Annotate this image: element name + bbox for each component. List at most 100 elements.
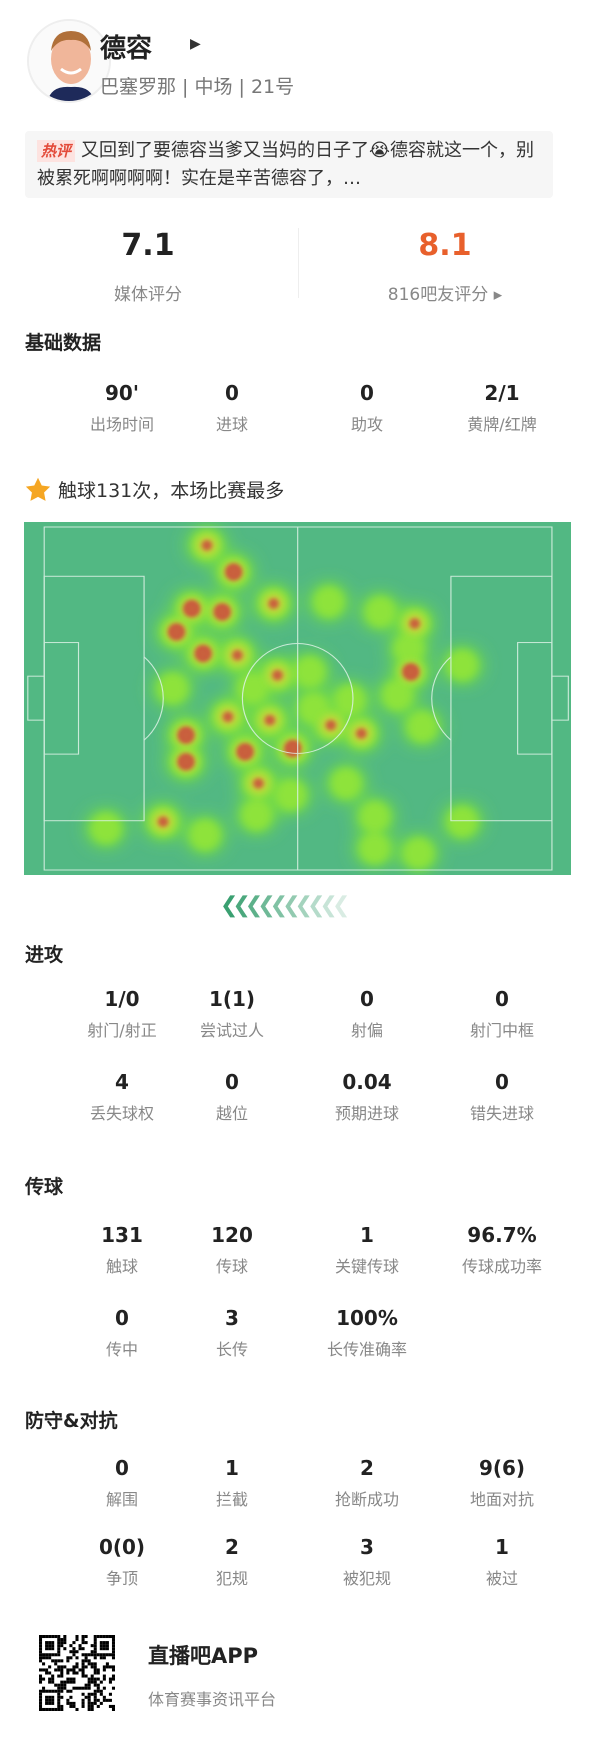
stat-label: 拦截 <box>215 1490 248 1509</box>
heat-spot <box>334 684 366 716</box>
heat-spot <box>232 649 243 661</box>
stat-value: 1/0 <box>104 987 140 1011</box>
stat-label: 射门/射正 <box>87 1021 157 1040</box>
section-attack-title: 进攻 <box>25 944 64 966</box>
stat-label: 射偏 <box>350 1021 383 1040</box>
stat-label: 出场时间 <box>89 415 154 434</box>
stat-label: 助攻 <box>350 415 383 434</box>
heat-spot <box>393 633 425 664</box>
heat-spot <box>216 606 228 618</box>
heat-spot <box>157 816 169 828</box>
heat-spot <box>382 679 413 711</box>
section-defense-title: 防守&对抗 <box>25 1410 118 1432</box>
section-basic-title: 基础数据 <box>25 332 102 354</box>
heat-spot <box>157 673 188 704</box>
stat-value: 9(6) <box>478 1456 526 1480</box>
player-avatar[interactable] <box>27 19 111 103</box>
stat-label: 进球 <box>215 415 248 434</box>
stat-label: 抢断成功 <box>334 1490 399 1509</box>
caret-right-icon[interactable]: ▶ <box>190 36 201 52</box>
chevron-left-icon: ❮ <box>282 893 301 918</box>
star-icon <box>24 476 52 504</box>
heat-spot <box>268 598 279 609</box>
heat-spot <box>356 728 367 739</box>
heat-spot <box>180 729 192 741</box>
player-name[interactable]: 德容 <box>100 34 153 64</box>
stat-label: 解围 <box>105 1490 138 1509</box>
stat-value: 0 <box>115 1456 129 1480</box>
chevron-left-icon: ❮ <box>319 893 339 918</box>
stat-value: 131 <box>101 1223 143 1247</box>
stat-value: 3 <box>225 1306 239 1330</box>
heat-spot <box>359 833 390 864</box>
hot-comment-tag: 热评 <box>37 140 76 162</box>
stat-value: 90' <box>105 381 139 405</box>
heatmap-pitch <box>24 522 571 875</box>
heat-spot <box>90 813 122 844</box>
player-photo-icon <box>29 21 109 101</box>
stat-value: 0 <box>225 1070 239 1094</box>
stat-label: 争顶 <box>105 1569 138 1588</box>
section-passing-title: 传球 <box>25 1176 64 1198</box>
touches-highlight: 触球131次，本场比赛最多 <box>58 480 285 502</box>
stat-value: 100% <box>336 1306 398 1330</box>
chevron-left-icon: ❮ <box>244 893 264 918</box>
chevron-left-icon: ❮ <box>232 893 251 918</box>
heat-spot <box>201 539 213 551</box>
chevron-left-icon: ❮ <box>269 893 289 918</box>
stat-label: 犯规 <box>215 1569 248 1588</box>
stat-label: 预期进球 <box>334 1104 399 1123</box>
player-team-position: 巴塞罗那 | 中场 | 21号 <box>100 76 295 98</box>
hot-comment[interactable]: 热评 又回到了要德容当爹又当妈的日子了😭德容就这一个，别被累死啊啊啊啊！实在是辛苦… <box>25 131 553 198</box>
stat-label: 被犯规 <box>342 1569 391 1588</box>
media-rating-label: 媒体评分 <box>114 285 182 305</box>
stat-label: 关键传球 <box>334 1257 399 1276</box>
heat-spot <box>313 586 345 618</box>
hot-comment-text: 又回到了要德容当爹又当妈的日子了😭德容就这一个，别被累死啊啊啊啊！实在是辛苦德容… <box>37 140 535 189</box>
stat-value: 1 <box>225 1456 239 1480</box>
stat-value: 0(0) <box>98 1535 146 1559</box>
heat-spot <box>359 801 390 833</box>
heat-spot <box>253 778 264 789</box>
heat-spot <box>447 806 478 838</box>
stat-label: 地面对抗 <box>469 1490 534 1509</box>
stat-label: 射门中框 <box>469 1021 534 1040</box>
heat-spot <box>272 669 283 681</box>
stat-label: 尝试过人 <box>199 1021 264 1040</box>
fan-rating: 8.1 <box>418 228 472 263</box>
stat-value: 3 <box>360 1535 374 1559</box>
stat-label: 被过 <box>485 1569 518 1588</box>
heat-spot <box>180 756 192 768</box>
pitch-lines <box>27 526 569 871</box>
stat-value: 96.7% <box>467 1223 537 1247</box>
heat-spot <box>186 603 198 614</box>
heat-spot <box>365 596 396 628</box>
heat-spot <box>228 566 239 578</box>
heat-spot <box>264 714 276 726</box>
stat-value: 0 <box>115 1306 129 1330</box>
heat-spot <box>330 768 362 799</box>
app-name: 直播吧APP <box>148 1644 259 1668</box>
stat-label: 丢失球权 <box>89 1104 154 1123</box>
heat-spot <box>409 618 421 629</box>
stat-label: 长传 <box>215 1340 248 1359</box>
stat-value: 2 <box>225 1535 239 1559</box>
stat-value: 1 <box>360 1223 374 1247</box>
heat-spot <box>325 719 337 731</box>
stat-value: 0 <box>495 1070 509 1094</box>
heat-spot <box>287 743 299 754</box>
stat-value: 0 <box>225 381 239 405</box>
divider <box>298 228 299 298</box>
fan-rating-link[interactable]: 816吧友评分 ▸ <box>387 285 503 305</box>
stat-label: 触球 <box>105 1257 138 1276</box>
attack-direction-arrows: ❮❮❮❮❮❮❮❮❮❮ <box>220 885 380 919</box>
heat-spot <box>189 819 221 851</box>
heat-spot <box>298 693 329 724</box>
stat-value: 1 <box>495 1535 509 1559</box>
chevron-left-icon: ❮ <box>331 893 351 918</box>
heat-spot <box>407 711 438 743</box>
stat-label: 传球 <box>215 1257 248 1276</box>
heat-spot <box>222 711 234 723</box>
qr-code[interactable] <box>39 1635 115 1711</box>
chevron-left-icon: ❮ <box>307 893 326 918</box>
